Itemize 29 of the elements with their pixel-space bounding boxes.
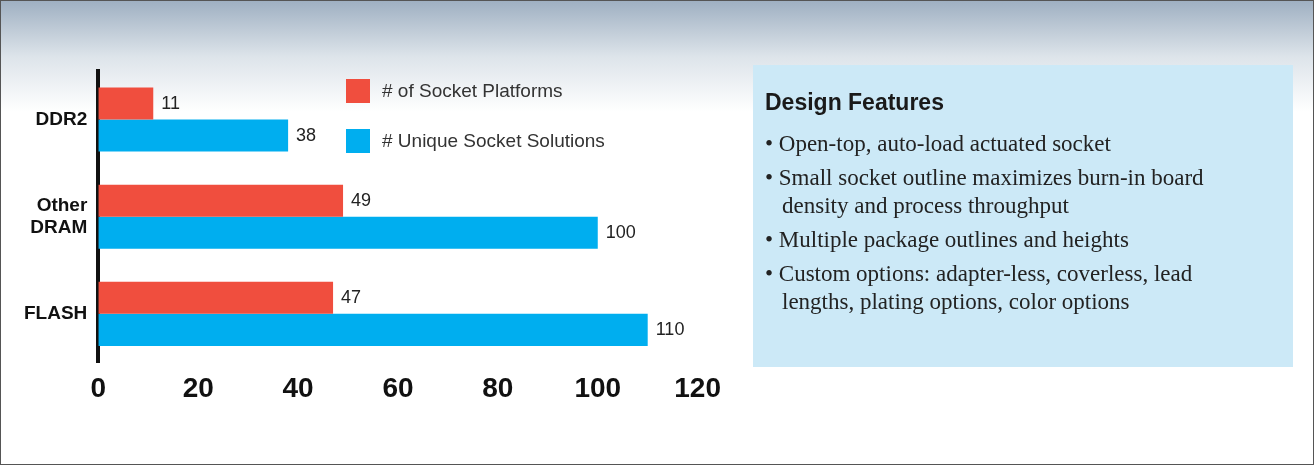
y-tick-label: FLASH: [24, 302, 88, 324]
data-label: 47: [341, 286, 362, 307]
bar: [98, 281, 334, 314]
data-label: 100: [605, 221, 636, 242]
x-tick-label: 60: [382, 371, 414, 403]
x-tick-label: 100: [574, 371, 622, 403]
bar: [98, 313, 648, 346]
text: • Custom options: adapter-less, coverless, lead lengths, plating options, color options: [765, 260, 1194, 316]
text: • Multiple package outlines and heights: [765, 226, 1130, 254]
text: Design Features: [765, 89, 945, 116]
bar: [98, 216, 598, 249]
data-label: 38: [296, 124, 317, 145]
legend-label: # of Socket Platforms: [382, 80, 563, 102]
x-tick-label: 80: [482, 371, 514, 403]
x-tick-label: 0: [90, 371, 107, 403]
y-tick-label: Other DRAM: [30, 193, 88, 238]
x-tick-label: 40: [282, 371, 314, 403]
data-label: 11: [161, 92, 180, 113]
text: • Small socket outline maximizes burn-in board density and process throughput: [765, 164, 1205, 220]
y-tick-label: DDR2: [35, 107, 88, 129]
bar: [98, 184, 344, 217]
data-label: 49: [351, 189, 372, 210]
data-label: 110: [655, 318, 685, 339]
bar: [98, 87, 154, 120]
x-tick-label: 20: [182, 371, 214, 403]
text: • Open-top, auto-load actuated socket: [765, 130, 1112, 158]
x-tick-label: 120: [674, 371, 721, 403]
legend-label: # Unique Socket Solutions: [382, 130, 605, 152]
bar: [98, 119, 289, 152]
